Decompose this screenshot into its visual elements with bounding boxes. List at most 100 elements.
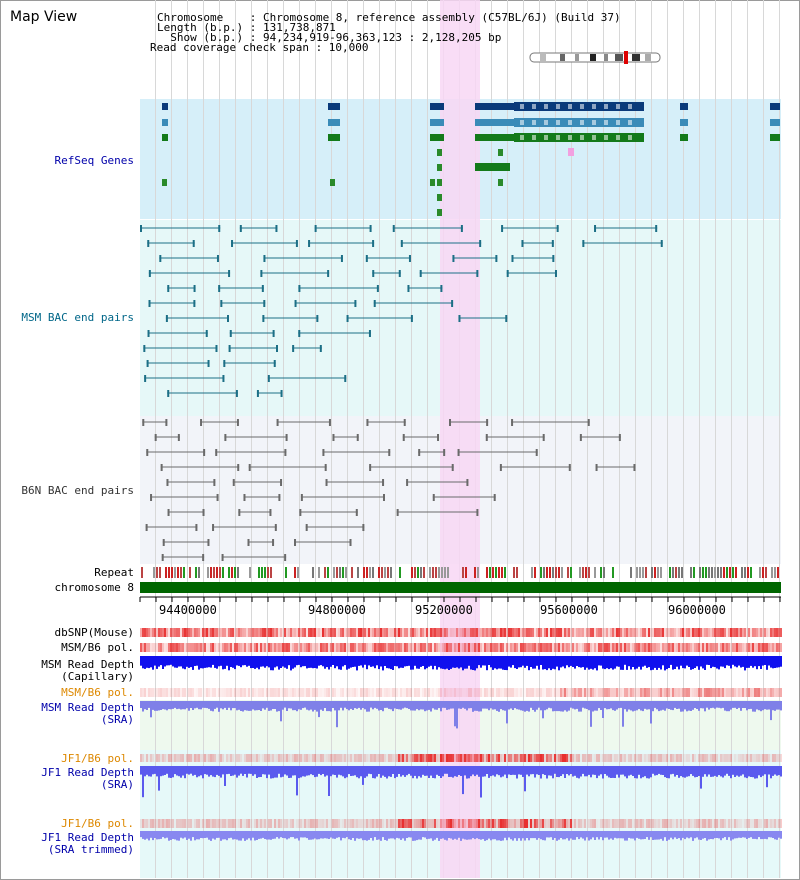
depth-bar <box>562 701 564 712</box>
depth-bar <box>482 701 484 709</box>
depth-bar <box>704 766 706 775</box>
repeat-mark <box>561 567 563 578</box>
heat-cell <box>346 688 348 697</box>
heat-cell <box>508 628 510 637</box>
heat-cell <box>342 643 344 652</box>
heat-cell <box>692 819 694 828</box>
depth-bar <box>372 766 374 779</box>
depth-bar <box>596 831 598 838</box>
depth-bar <box>620 766 622 775</box>
msm-pol-label[interactable]: MSM/B6 pol. <box>61 641 134 654</box>
heat-cell <box>272 688 274 697</box>
gene-exon-gap <box>616 104 620 109</box>
depth-bar <box>604 831 606 838</box>
depth-bar <box>744 656 746 671</box>
heat-cell <box>694 643 696 652</box>
depth-bar <box>322 701 324 711</box>
depth-bar <box>680 701 682 712</box>
heat-cell <box>452 628 454 637</box>
msm-pol2-label[interactable]: MSM/B6 pol. <box>61 686 134 699</box>
heat-cell <box>296 643 298 652</box>
heat-cell <box>666 819 668 828</box>
repeat-mark <box>177 567 179 578</box>
repeat-mark <box>438 567 440 578</box>
depth-bar <box>272 831 274 839</box>
dbsnp-label[interactable]: dbSNP(Mouse) <box>54 626 134 639</box>
heat-cell <box>266 688 268 697</box>
depth-bar <box>422 656 424 666</box>
depth-bar <box>754 656 756 667</box>
depth-bar <box>556 766 558 777</box>
heat-cell <box>496 754 498 762</box>
heat-cell <box>150 688 152 697</box>
heat-cell <box>652 819 654 828</box>
heat-cell <box>450 628 452 637</box>
jf1-depth-label-1[interactable]: JF1 Read Depth <box>41 766 134 779</box>
depth-bar <box>424 656 426 670</box>
selected-region-highlight[interactable] <box>440 0 480 878</box>
jf1-pol-label[interactable]: JF1/B6 pol. <box>61 752 134 765</box>
heat-cell <box>226 643 228 652</box>
msm-depth-sra-label-1[interactable]: MSM Read Depth <box>41 701 134 714</box>
bac-end-marker <box>406 479 409 486</box>
heat-cell <box>244 688 246 697</box>
depth-bar <box>320 656 322 666</box>
bac-end-marker <box>403 419 406 426</box>
msm-bac-label[interactable]: MSM BAC end pairs <box>21 311 134 324</box>
heat-cell <box>418 643 420 652</box>
heat-cell <box>216 643 218 652</box>
depth-bar <box>394 831 396 840</box>
heat-cell <box>448 819 450 828</box>
chromosome-ideogram[interactable] <box>529 51 661 64</box>
heat-cell <box>280 643 282 652</box>
heat-cell <box>776 628 778 637</box>
heat-cell <box>198 754 200 762</box>
bac-end-marker <box>382 494 385 501</box>
heat-cell <box>400 643 402 652</box>
b6n-bac-label[interactable]: B6N BAC end pairs <box>21 484 134 497</box>
jf1-trim-label-1[interactable]: JF1 Read Depth <box>41 831 134 844</box>
heat-cell <box>442 688 444 697</box>
depth-bar <box>636 766 638 779</box>
depth-bar <box>336 701 338 728</box>
heat-cell <box>210 754 212 762</box>
heat-cell <box>572 643 574 652</box>
heat-cell <box>548 819 550 828</box>
heat-cell <box>694 819 696 828</box>
heat-cell <box>536 688 538 697</box>
depth-bar <box>724 701 726 711</box>
repeat-mark <box>285 567 287 578</box>
depth-bar <box>338 656 340 670</box>
heat-cell <box>324 628 326 637</box>
heat-cell <box>708 819 710 828</box>
depth-bar <box>592 766 594 775</box>
depth-bar <box>780 701 782 711</box>
heat-cell <box>224 688 226 697</box>
msm-depth-cap-label-1[interactable]: MSM Read Depth <box>41 658 134 671</box>
heat-cell <box>592 643 594 652</box>
depth-bar <box>392 766 394 774</box>
refseq-genes-label[interactable]: RefSeq Genes <box>54 154 134 167</box>
bac-end-marker <box>276 419 279 426</box>
depth-bar <box>510 831 512 840</box>
jf1-pol2-label[interactable]: JF1/B6 pol. <box>61 817 134 830</box>
heat-cell <box>178 688 180 697</box>
repeat-mark <box>678 567 680 578</box>
heat-cell <box>558 643 560 652</box>
depth-bar <box>708 766 710 775</box>
depth-bar <box>388 766 390 777</box>
heat-cell <box>720 643 722 652</box>
heat-cell <box>288 643 290 652</box>
depth-bar <box>214 656 216 668</box>
heat-cell <box>562 754 564 762</box>
depth-bar <box>710 701 712 709</box>
depth-bar <box>154 656 156 666</box>
depth-bar <box>582 766 584 774</box>
heat-cell <box>398 688 400 697</box>
gridline <box>235 0 236 878</box>
depth-bar <box>178 766 180 777</box>
depth-bar <box>204 701 206 708</box>
heat-cell <box>728 628 730 637</box>
bac-end-marker <box>232 479 235 486</box>
heat-cell <box>614 628 616 637</box>
